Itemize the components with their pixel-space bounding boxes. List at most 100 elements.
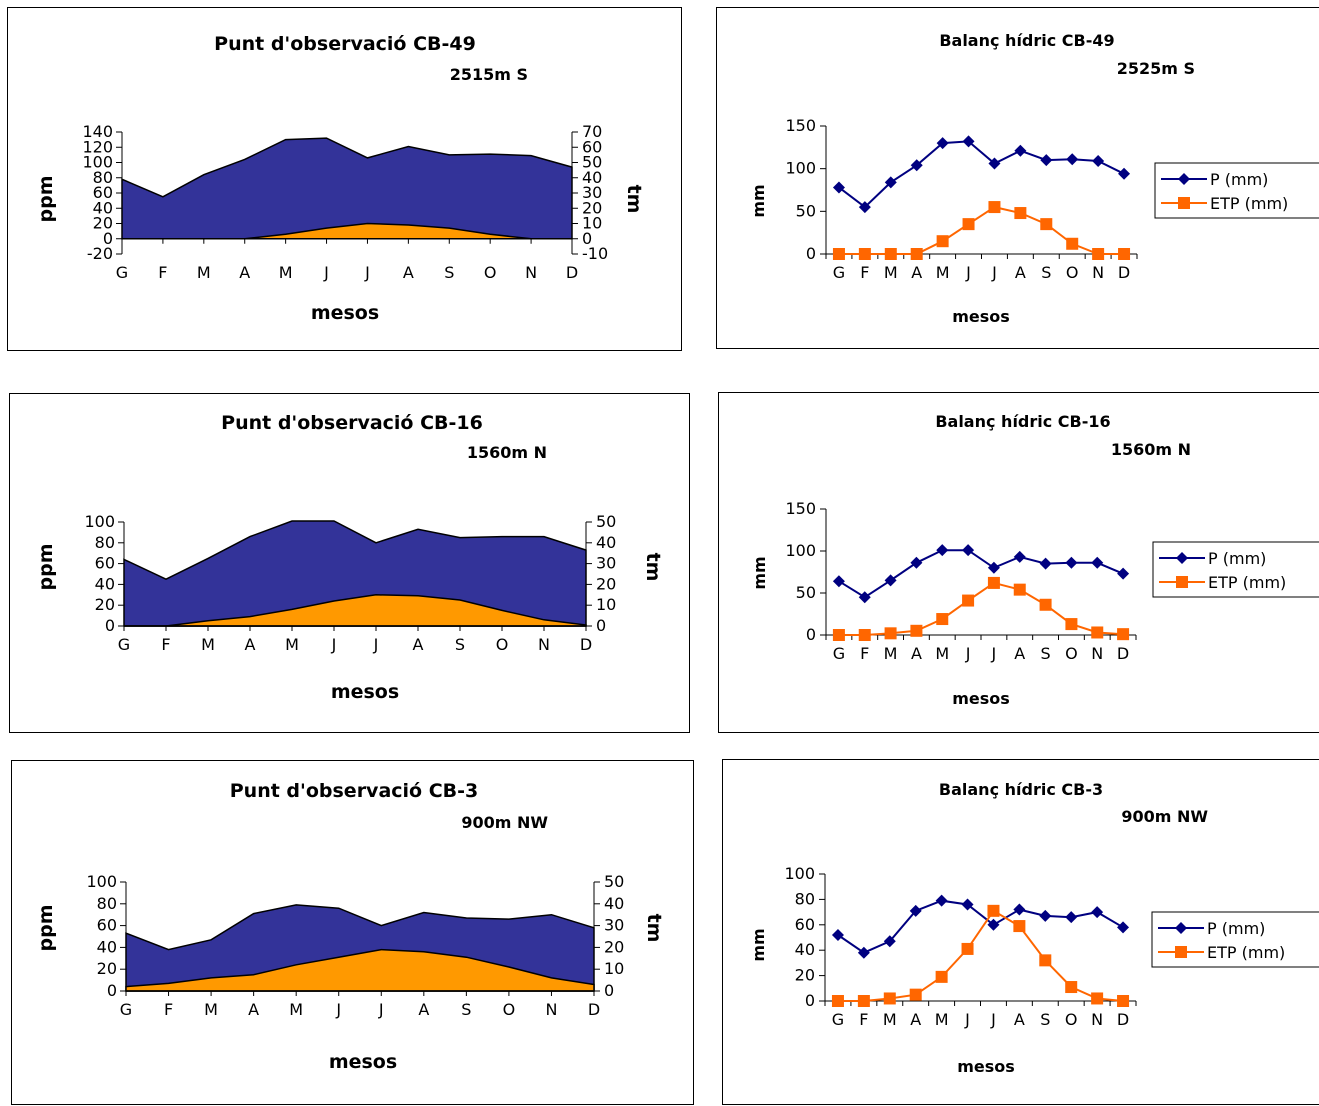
chart-marks: -20020406080100120140-10010203040506070G…	[82, 122, 608, 282]
x-tick-label: N	[1092, 263, 1104, 282]
y2-tick-label: 20	[582, 198, 602, 217]
y-tick-label: 0	[107, 981, 117, 1000]
p-data-point	[910, 159, 923, 172]
x-tick-label: J	[991, 263, 997, 282]
chart-title: Punt d'observació CB-16	[221, 412, 483, 434]
climogram-cb16-panel: Punt d'observació CB-16 1560m N 0 20 40 60 8…	[9, 393, 690, 733]
y-tick-label: 0	[806, 244, 816, 263]
etp-data-point	[935, 970, 948, 983]
p-data-point	[1040, 154, 1053, 167]
y2-tick-label: 0	[582, 229, 592, 248]
y-axis-label: mm	[749, 184, 768, 217]
x-tick-label: M	[279, 263, 293, 282]
y-tick-label: 100	[785, 159, 816, 178]
etp-data-point	[936, 613, 949, 626]
etp-data-point	[962, 218, 975, 231]
legend-label: ETP (mm)	[1208, 573, 1286, 592]
climogram-cb49-panel: Punt d'observació CB-49 2515m S -20 0 20 40…	[7, 7, 682, 351]
balance-cb16-panel: Balanç hídric CB-16 1560m N 0 50 100 150 G F M…	[718, 392, 1319, 733]
etp-data-point	[1092, 248, 1105, 260]
p-data-point	[831, 928, 844, 941]
etp-data-point	[1039, 954, 1052, 967]
p-data-point	[962, 544, 975, 557]
y-tick-label: 100	[82, 153, 113, 172]
etp-data-point	[858, 248, 871, 260]
etp-data-point	[987, 576, 1000, 589]
etp-data-point	[1117, 995, 1130, 1007]
x-tick-label: D	[1117, 644, 1129, 663]
balance-cb3-panel: Balanç hídric CB-3 900m NW 0 20 40 60 80 100 G…	[722, 759, 1319, 1105]
p-data-point	[935, 894, 948, 907]
y-tick-label: 0	[805, 991, 815, 1010]
etp-data-point	[857, 995, 870, 1007]
x-tick-label: A	[403, 263, 414, 282]
p-data-point	[883, 935, 896, 948]
y-tick-label: 20	[795, 966, 815, 985]
legend-label: P (mm)	[1210, 170, 1268, 189]
y-tick-label: 0	[806, 625, 816, 644]
y2-tick-label: 30	[596, 554, 616, 573]
y-axis-label: mm	[750, 556, 769, 589]
x-tick-label: S	[455, 635, 465, 654]
x-tick-label: J	[378, 1000, 384, 1019]
x-tick-label: D	[588, 1000, 600, 1019]
etp-data-point	[987, 904, 1000, 917]
p-data-point	[1117, 567, 1130, 580]
p-data-point	[936, 544, 949, 557]
y-tick-label: 120	[82, 137, 113, 156]
chart-marks: 0 20 40 60 80 100 0 10 20 30 40 50 G F M A M J J A S O N D	[86, 872, 624, 1019]
etp-data-point	[1013, 920, 1026, 933]
y-tick-label: 20	[95, 595, 115, 614]
x-tick-label: A	[1014, 644, 1025, 663]
y-tick-label: 60	[95, 554, 115, 573]
p-data-point	[884, 176, 897, 189]
y-axis-label: ppm	[35, 176, 57, 223]
x-tick-label: M	[935, 1010, 949, 1029]
climogram-cb3-panel: Punt d'observació CB-3 900m NW 0 20 40 60 80…	[11, 760, 694, 1105]
y-tick-label: 60	[93, 183, 113, 202]
x-tick-label: J	[991, 644, 997, 663]
etp-data-point	[1091, 626, 1104, 639]
y-tick-label: 150	[785, 116, 816, 135]
y-tick-label: 80	[97, 894, 117, 913]
x-tick-label: A	[911, 263, 922, 282]
y2-axis-label: tm	[642, 553, 664, 582]
x-tick-label: M	[201, 635, 215, 654]
x-tick-label: M	[204, 1000, 218, 1019]
x-tick-label: F	[860, 263, 869, 282]
etp-data-point	[1091, 992, 1104, 1005]
y-tick-label: 60	[795, 915, 815, 934]
etp-data-point	[1065, 618, 1078, 631]
x-tick-label: J	[965, 644, 971, 663]
x-tick-label: J	[965, 263, 971, 282]
p-data-point	[961, 898, 974, 911]
temperature-area	[125, 948, 595, 992]
x-axis-label: mesos	[331, 681, 399, 703]
y2-tick-label: 40	[596, 533, 616, 552]
p-data-point	[1014, 144, 1027, 157]
legend-marker	[1178, 197, 1190, 209]
chart-title: Punt d'observació CB-3	[230, 780, 479, 802]
p-data-point	[1039, 909, 1052, 922]
x-tick-label: A	[1014, 1010, 1025, 1029]
x-tick-label: A	[418, 1000, 429, 1019]
etp-data-point	[832, 248, 845, 260]
x-tick-label: N	[545, 1000, 557, 1019]
y2-tick-label: 10	[596, 595, 616, 614]
x-tick-label: J	[323, 263, 329, 282]
p-data-point	[857, 946, 870, 959]
y-tick-label: 100	[84, 512, 115, 531]
y-tick-label: 40	[93, 198, 113, 217]
x-tick-label: N	[1091, 644, 1103, 663]
p-data-point	[987, 561, 1000, 574]
p-data-point	[1065, 556, 1078, 569]
precipitation-area	[123, 520, 587, 627]
chart-title: Balanç hídric CB-49	[939, 31, 1114, 50]
p-data-point	[1066, 153, 1079, 166]
etp-data-point	[884, 248, 897, 260]
y-tick-label: 80	[795, 889, 815, 908]
legend-label: ETP (mm)	[1207, 943, 1285, 962]
y2-tick-label: 10	[604, 959, 624, 978]
